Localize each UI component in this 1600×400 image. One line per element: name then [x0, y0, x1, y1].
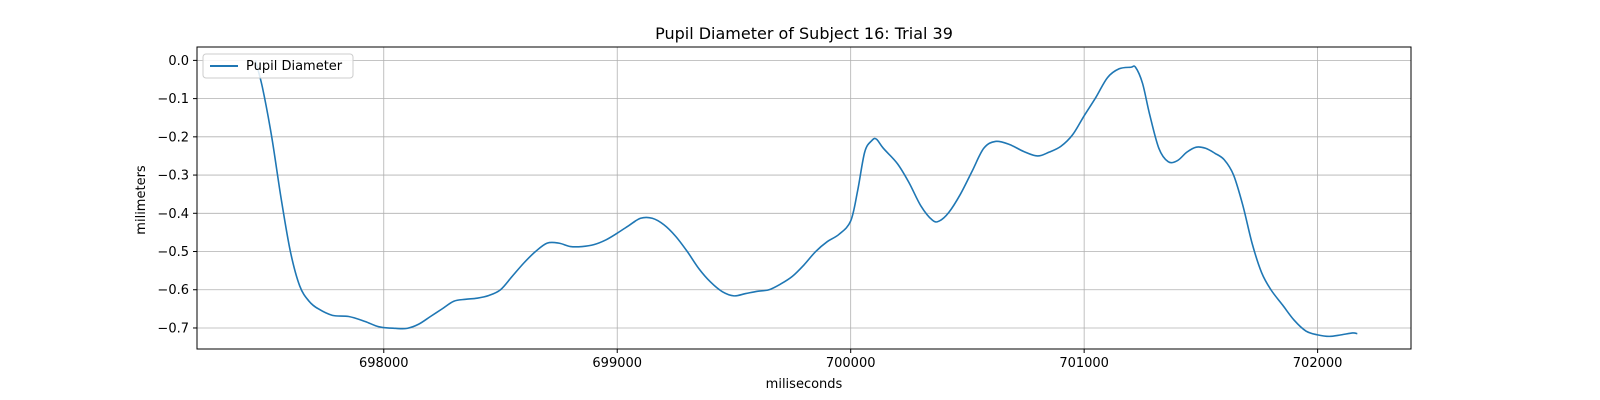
chart-title: Pupil Diameter of Subject 16: Trial 39: [655, 24, 953, 43]
legend-box: [202, 53, 354, 79]
y-tick-label: −0.3: [157, 169, 189, 184]
plot-frame: [196, 46, 1412, 350]
y-tick-label: −0.1: [157, 92, 189, 107]
x-tick-label: 701000: [1059, 356, 1109, 371]
pupil-diameter-series-line: [254, 60, 1358, 338]
x-axis-label: miliseconds: [766, 377, 843, 392]
x-tick-label: 700000: [826, 356, 876, 371]
x-tick-label: 699000: [592, 356, 642, 371]
y-axis-label: milimeters: [134, 165, 149, 235]
series-layer: [254, 60, 1358, 338]
legend: Pupil Diameter: [202, 53, 354, 79]
y-tick-label: −0.4: [157, 207, 189, 222]
grid-layer: [197, 47, 1411, 349]
x-tick-label: 702000: [1293, 356, 1343, 371]
x-tick-label: 698000: [359, 356, 409, 371]
y-tick-label: −0.6: [157, 283, 189, 298]
legend-label: Pupil Diameter: [246, 59, 343, 74]
y-tick-label: 0.0: [168, 54, 189, 69]
y-tick-label: −0.7: [157, 321, 189, 336]
y-tick-label: −0.2: [157, 130, 189, 145]
y-tick-label: −0.5: [157, 245, 189, 260]
tick-layer: 698000 699000 700000 701000 702000 0.0 −0.1 −0.…: [157, 54, 1342, 371]
